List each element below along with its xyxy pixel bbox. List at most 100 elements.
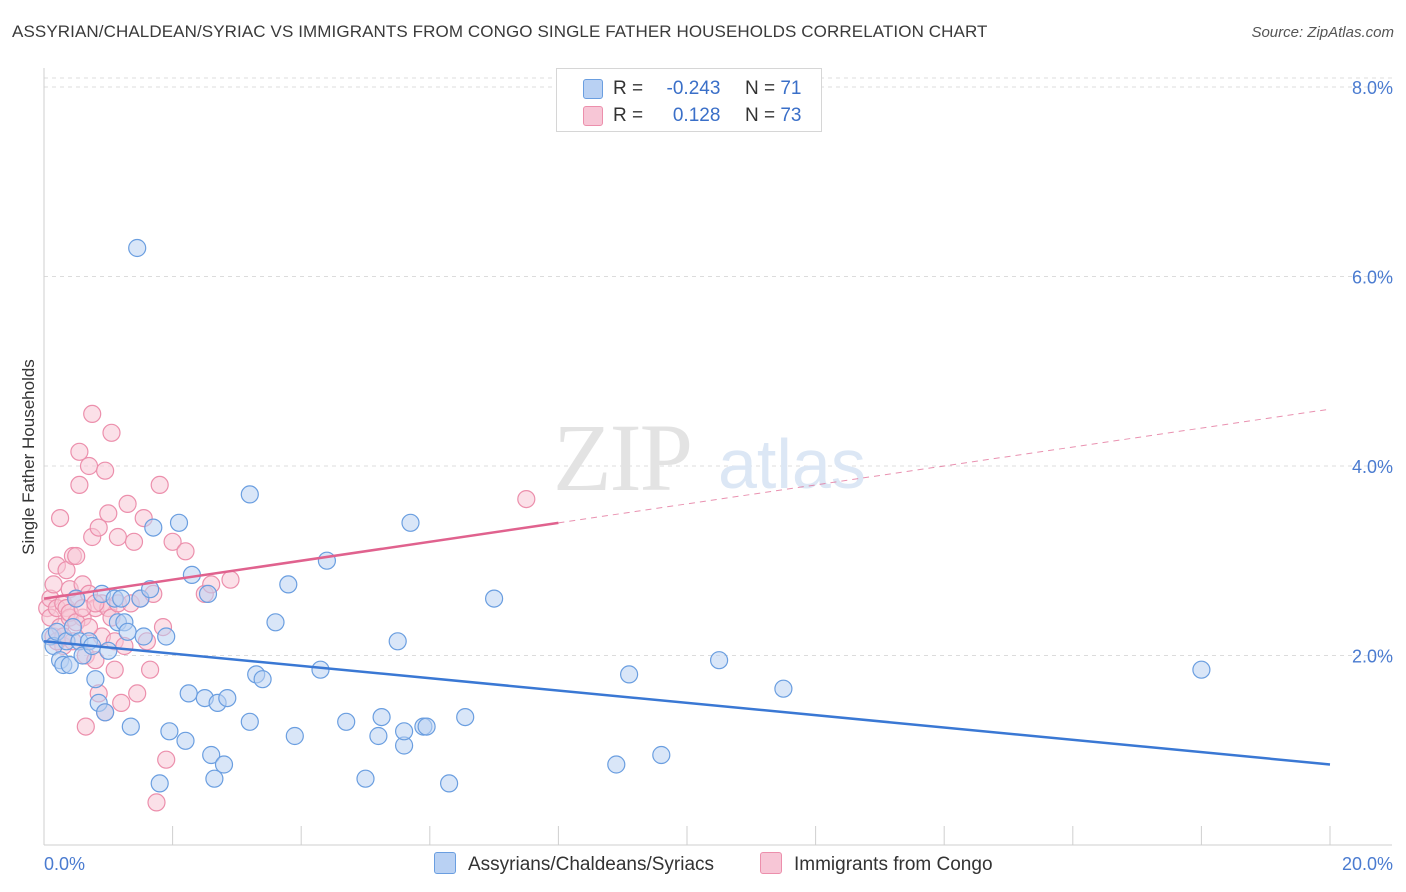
data-point-assyrian (86, 670, 105, 689)
bottom-legend-assyrian: Assyrians/Chaldeans/Syriacs (434, 852, 714, 876)
data-point-assyrian (485, 589, 504, 608)
data-point-assyrian (95, 703, 115, 722)
data-point-congo (76, 717, 95, 736)
y-tick-label: 6.0% (1352, 267, 1393, 287)
data-point-congo (124, 532, 144, 551)
data-point-assyrian (198, 584, 218, 604)
data-point-assyrian (214, 755, 234, 774)
data-point-assyrian (218, 688, 237, 708)
data-point-congo (79, 456, 99, 476)
data-point-assyrian (202, 745, 221, 765)
data-point-congo (44, 575, 63, 594)
data-point-congo (163, 532, 182, 551)
data-point-assyrian (417, 717, 436, 736)
data-point-assyrian (205, 769, 224, 788)
correlation-legend: R = -0.243 N = 71 R = 0.128 N = 73 (556, 68, 822, 132)
legend-text-congo: R = 0.128 N = 73 (613, 105, 801, 127)
data-point-assyrian (99, 641, 118, 660)
data-point-assyrian (240, 485, 259, 504)
data-point-congo (118, 494, 137, 513)
data-point-assyrian (388, 632, 407, 651)
legend-n-label: N = (744, 105, 776, 126)
data-point-congo (95, 461, 115, 480)
data-point-assyrian (141, 580, 160, 599)
data-point-assyrian (652, 745, 671, 765)
legend-swatch-blue (583, 79, 603, 99)
data-point-congo (150, 475, 169, 494)
bottom-legend-congo: Immigrants from Congo (760, 852, 993, 876)
data-point-congo (128, 684, 147, 703)
data-point-assyrian (112, 589, 131, 608)
legend-n-value: 71 (780, 78, 802, 99)
data-point-congo (70, 475, 89, 494)
data-point-assyrian (157, 627, 176, 646)
data-point-assyrian (60, 655, 79, 675)
data-point-assyrian (372, 707, 391, 727)
data-point-assyrian (401, 513, 420, 532)
axes (43, 68, 1392, 846)
data-point-assyrian (440, 774, 459, 793)
data-point-assyrian (169, 513, 189, 532)
data-point-congo (50, 508, 70, 528)
trend-line-congo (43, 521, 559, 600)
data-point-assyrian (607, 755, 626, 774)
data-point-assyrian (121, 717, 140, 736)
legend-r-value: 0.128 (672, 105, 721, 126)
data-point-congo (141, 660, 160, 679)
watermark-atlas: atlas (718, 425, 866, 503)
data-point-congo (89, 518, 108, 537)
data-point-assyrian (179, 684, 198, 703)
data-point-assyrian (369, 726, 388, 746)
data-point-assyrian (266, 613, 285, 632)
data-point-assyrian (150, 774, 169, 793)
bottom-legend-swatch-blue (434, 852, 456, 874)
x-tick-label-start: 0.0% (44, 854, 85, 874)
tick-labels: 2.0% 4.0% 6.0% 8.0% 0.0% 20.0% (44, 78, 1393, 874)
legend-text-assyrian: R = -0.243 N = 71 (613, 78, 801, 100)
y-tick-label: 4.0% (1352, 457, 1393, 477)
legend-r-value: -0.243 (666, 78, 721, 99)
data-point-congo (67, 546, 86, 566)
legend-n-value: 73 (780, 105, 802, 126)
data-point-congo (157, 750, 176, 769)
legend-r-label: R = (613, 78, 644, 99)
data-point-assyrian (311, 660, 330, 679)
data-point-assyrian (709, 651, 729, 670)
trend-line-congo-extrapolated (558, 408, 1331, 524)
data-point-congo (99, 504, 118, 523)
data-point-assyrian (240, 712, 259, 731)
data-point-congo (105, 660, 124, 679)
trend-line-assyrian (43, 640, 1331, 766)
data-point-assyrian (176, 731, 195, 750)
data-point-assyrian (395, 722, 414, 741)
data-point-assyrian (134, 627, 153, 646)
watermark-zip: ZIP (553, 404, 691, 511)
data-point-congo (83, 404, 102, 423)
data-point-congo (102, 423, 121, 442)
data-point-assyrian (118, 622, 137, 641)
bottom-legend-swatch-pink (760, 852, 782, 874)
data-point-assyrian (128, 238, 147, 258)
data-point-assyrian (160, 722, 179, 741)
data-point-assyrian (774, 679, 793, 698)
chart-title: ASSYRIAN/CHALDEAN/SYRIAC VS IMMIGRANTS F… (12, 22, 988, 41)
data-point-congo (176, 542, 195, 561)
y-tick-label: 8.0% (1352, 78, 1393, 98)
data-point-congo (108, 527, 128, 547)
data-point-assyrian (285, 726, 304, 746)
points-assyrian (41, 238, 1211, 793)
data-point-assyrian (1192, 660, 1211, 679)
data-point-assyrian (619, 665, 639, 684)
data-point-congo (221, 570, 240, 589)
data-point-congo (147, 793, 166, 812)
legend-swatch-pink (583, 106, 603, 126)
data-point-congo (112, 693, 131, 713)
trend-lines (43, 408, 1331, 766)
data-point-congo (517, 490, 536, 509)
data-point-assyrian (337, 712, 356, 731)
data-point-assyrian (279, 575, 298, 594)
source-credit: Source: ZipAtlas.com (1251, 24, 1394, 41)
y-tick-label: 2.0% (1352, 646, 1393, 666)
legend-r-label: R = (613, 105, 644, 126)
